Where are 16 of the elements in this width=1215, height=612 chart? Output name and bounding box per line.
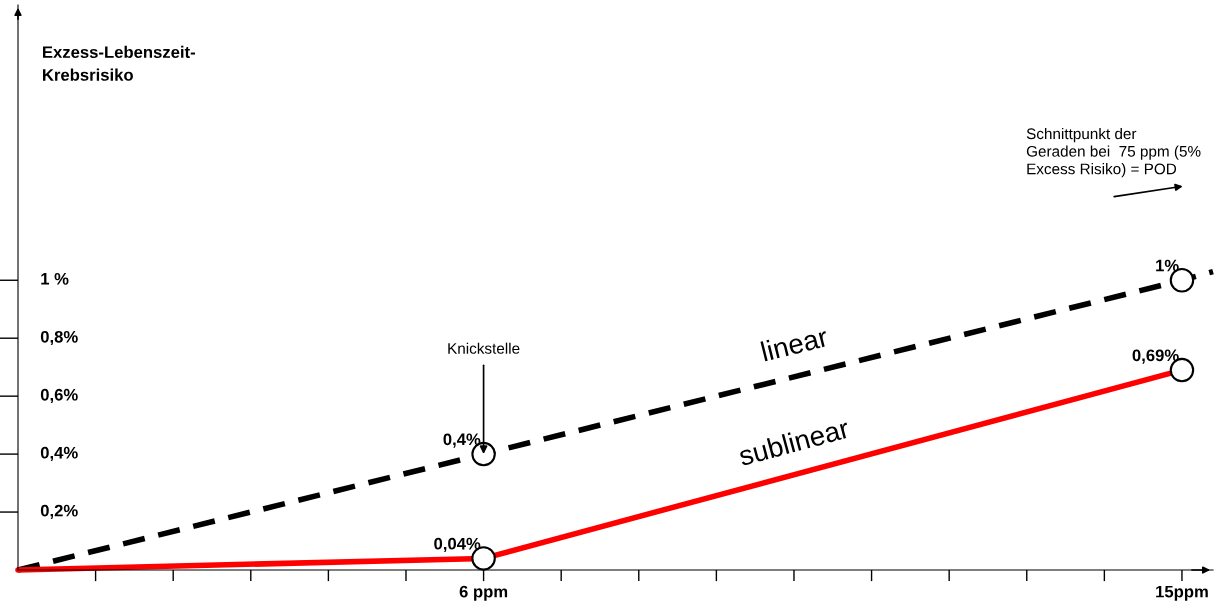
y-tick-label: 1 % bbox=[41, 272, 69, 285]
y-axis-title: Exzess-Lebenszeit- Krebsrisiko bbox=[43, 45, 195, 81]
y-tick-label: 0,8% bbox=[40, 330, 78, 346]
x-tick-label: 15ppm bbox=[1156, 585, 1208, 601]
x-tick-label: 6 ppm bbox=[459, 585, 508, 601]
text: sublinear bbox=[737, 417, 851, 467]
y-tick-label: 0,2% bbox=[40, 504, 78, 519]
data-label: 0,04% bbox=[434, 537, 481, 552]
annotation: Schnittpunkt der Geraden bei 75 ppm (5% Excess Risiko) = POD bbox=[1026, 127, 1201, 178]
y-tick-label: 0,6% bbox=[40, 388, 78, 404]
data-label: 0,4% bbox=[443, 433, 481, 448]
annotation: Knickstelle bbox=[448, 342, 520, 354]
y-tick-label: 0,4% bbox=[40, 446, 78, 461]
text: linear bbox=[760, 325, 830, 362]
data-label: 0,69% bbox=[1132, 349, 1179, 364]
data-label: 1% bbox=[1156, 259, 1179, 272]
